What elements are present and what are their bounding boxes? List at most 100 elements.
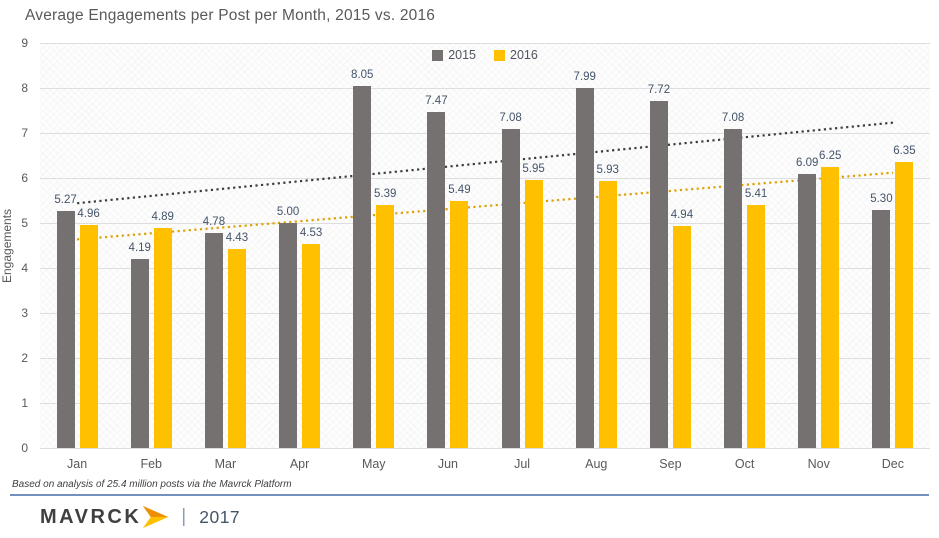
bar-2015-dec (872, 209, 891, 448)
value-label-2016-apr: 4.53 (299, 227, 323, 240)
y-tick-5: 5 (21, 216, 28, 230)
value-label-2016-sep: 4.94 (670, 208, 694, 221)
bar-2015-oct (724, 129, 743, 448)
bar-2015-aug (575, 88, 594, 448)
y-tick-3: 3 (21, 306, 28, 320)
plot-area: 5.27 4.96 4.19 4.89 4.78 4.43 5.00 4.53 8.05 5.39… (40, 42, 930, 449)
x-axis-labels: Jan Feb Mar Apr May Jun Jul Aug Sep Oct Nov Dec (40, 457, 930, 473)
value-label-2016-dec: 6.35 (893, 145, 916, 158)
x-label-aug: Aug (585, 457, 608, 471)
y-axis-tick-labels: 0 1 2 3 4 5 6 7 8 9 (0, 37, 28, 454)
bar-2016-may (376, 205, 395, 448)
y-tick-6: 6 (21, 171, 28, 185)
footer-divider: | (181, 506, 187, 527)
value-label-2015-jun: 7.47 (425, 94, 448, 107)
mavrck-logo-text: MAVRCK (40, 505, 142, 528)
bar-2016-jun (450, 200, 469, 448)
x-label-nov: Nov (807, 457, 830, 471)
value-label-2015-aug: 7.99 (573, 71, 596, 84)
grid-line-1 (40, 402, 930, 404)
value-label-2016-jun: 5.49 (448, 183, 471, 196)
footer-year: 2017 (199, 506, 241, 527)
bar-2015-jun (427, 111, 446, 448)
x-label-jan: Jan (67, 457, 88, 471)
y-tick-4: 4 (21, 261, 28, 275)
bar-2015-may (353, 85, 372, 448)
trendlines (76, 121, 894, 241)
x-label-jun: Jun (437, 457, 458, 471)
grid-line-4 (40, 267, 930, 269)
value-label-2015-sep: 7.72 (647, 83, 671, 96)
value-label-2016-jan: 4.96 (77, 207, 100, 220)
x-label-jul: Jul (514, 457, 531, 471)
x-label-may: May (361, 457, 386, 471)
chart-title: Average Engagements per Post per Month, … (25, 7, 436, 24)
value-label-2016-feb: 4.89 (151, 210, 174, 223)
bar-2016-apr (302, 244, 321, 448)
value-label-2016-jul: 5.95 (522, 163, 545, 176)
x-label-feb: Feb (140, 457, 163, 471)
bar-2016-nov (821, 166, 840, 448)
value-label-2015-may: 8.05 (351, 68, 374, 81)
bar-2015-sep (649, 100, 668, 448)
y-tick-9: 9 (21, 36, 28, 50)
value-label-2015-nov: 6.09 (796, 156, 819, 169)
value-label-2016-may: 5.39 (374, 188, 397, 201)
value-label-2015-oct: 7.08 (721, 112, 745, 125)
value-label-2015-feb: 4.19 (128, 242, 151, 255)
bar-2016-jan (79, 224, 98, 448)
bar-2016-sep (672, 225, 691, 448)
legend-label-2015: 2015 (448, 48, 476, 62)
value-label-2015-mar: 4.78 (202, 215, 226, 228)
bar-2015-mar (204, 232, 223, 448)
y-tick-8: 8 (21, 81, 28, 95)
value-label-2015-dec: 5.30 (870, 192, 893, 205)
x-label-oct: Oct (734, 457, 755, 471)
value-label-2016-oct: 5.41 (744, 187, 768, 200)
grid-line-2 (40, 357, 930, 359)
x-label-dec: Dec (881, 457, 905, 471)
bar-2016-jul (524, 180, 543, 448)
grid-line-3 (40, 312, 930, 314)
legend-swatch-2015 (432, 49, 444, 61)
bar-2015-apr (279, 223, 298, 448)
mavrck-arrow-icon (143, 505, 169, 529)
bar-2016-oct (747, 204, 766, 448)
footnote: Based on analysis of 25.4 million posts … (12, 479, 292, 490)
y-tick-0: 0 (21, 441, 28, 455)
value-label-2016-nov: 6.25 (819, 149, 842, 162)
bar-2015-feb (130, 259, 149, 448)
value-label-2015-apr: 5.00 (276, 206, 300, 218)
trendline-2016 (76, 171, 894, 241)
x-label-mar: Mar (214, 457, 237, 471)
grid-line-0 (40, 447, 930, 449)
bar-2015-jan (56, 210, 75, 448)
footer: MAVRCK | 2017 (40, 501, 240, 533)
grid-line-9 (40, 42, 930, 44)
y-tick-7: 7 (21, 126, 28, 140)
grid-line-7 (40, 132, 930, 134)
legend: 2015 2016 (40, 48, 930, 62)
value-label-2016-mar: 4.43 (225, 231, 249, 244)
bar-2016-aug (598, 181, 617, 448)
bar-2015-nov (798, 173, 817, 448)
bar-2016-dec (895, 162, 914, 448)
value-label-2015-jan: 5.27 (54, 193, 77, 206)
legend-item-2015: 2015 (432, 48, 476, 62)
y-tick-1: 1 (21, 396, 28, 410)
bar-2016-mar (227, 248, 246, 448)
x-label-apr: Apr (289, 457, 310, 471)
y-tick-2: 2 (21, 351, 28, 365)
value-label-2015-jul: 7.08 (499, 112, 522, 125)
x-label-sep: Sep (659, 457, 682, 471)
divider-rule (10, 494, 929, 496)
legend-item-2016: 2016 (494, 48, 538, 62)
legend-label-2016: 2016 (510, 48, 538, 62)
bar-2016-feb (153, 227, 172, 448)
value-label-2016-aug: 5.93 (596, 164, 619, 177)
grid-line-6 (40, 177, 930, 179)
grid-line-8 (40, 87, 930, 89)
bar-2015-jul (501, 129, 520, 448)
legend-swatch-2016 (494, 49, 505, 61)
